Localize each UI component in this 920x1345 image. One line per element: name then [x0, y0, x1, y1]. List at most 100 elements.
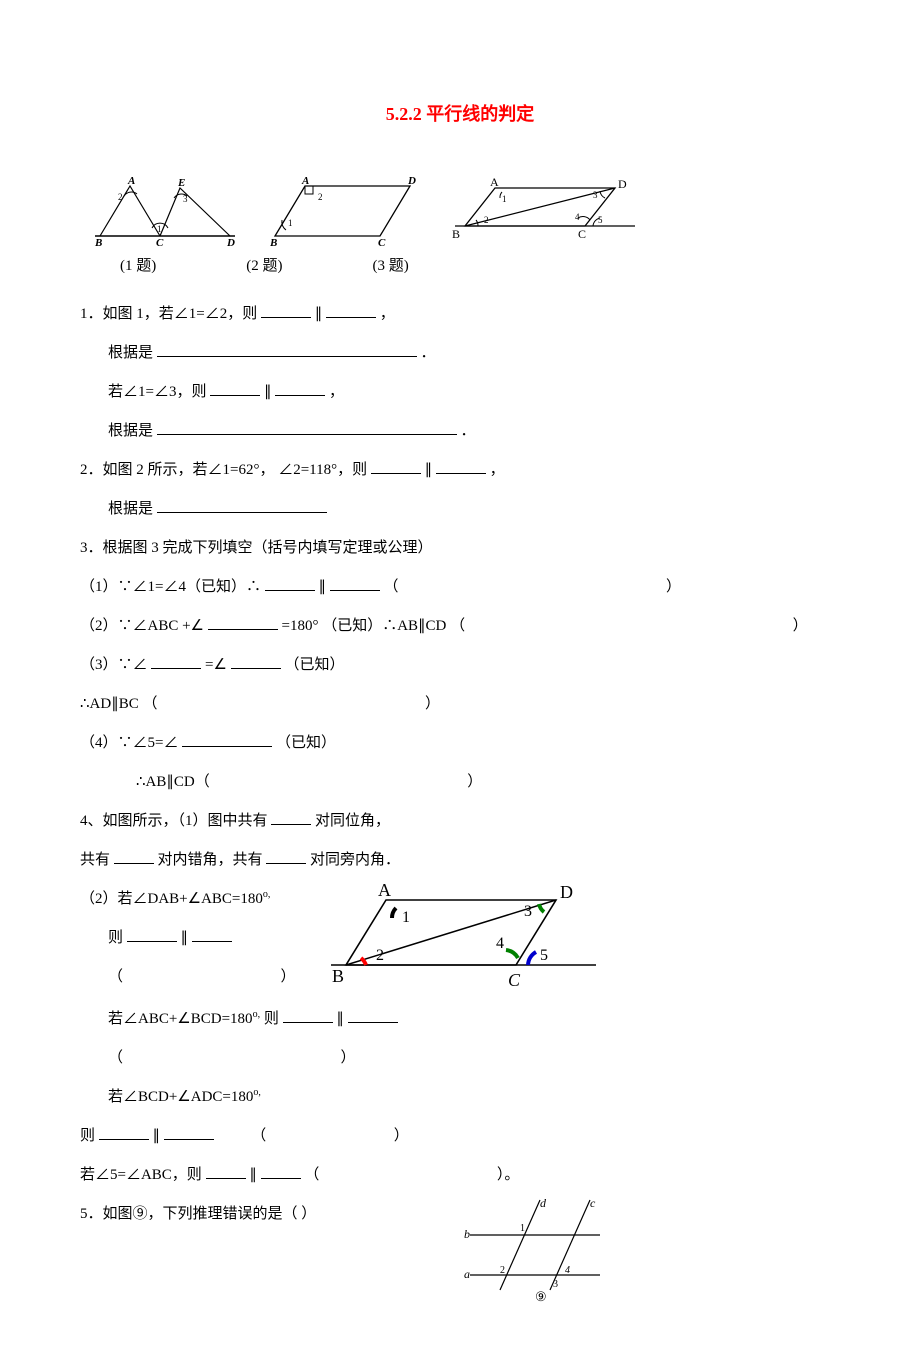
blank[interactable] — [206, 1164, 246, 1179]
caption-3: (3 题) — [373, 254, 409, 275]
blank[interactable] — [151, 654, 201, 669]
svg-text:C: C — [378, 237, 386, 246]
svg-text:1: 1 — [157, 224, 162, 234]
q4-p2b: 若∠ABC+∠BCD=180o, 则 ∥ — [108, 1000, 840, 1039]
q2-line1: 2．如图 2 所示，若∠1=62°， ∠2=118°，则 ∥ ， — [80, 451, 840, 490]
blank[interactable] — [99, 1125, 149, 1140]
q2-line2: 根据是 — [108, 490, 840, 529]
blank[interactable] — [210, 381, 260, 396]
caption-1: (1 题) — [120, 254, 156, 275]
svg-text:2: 2 — [500, 1265, 505, 1276]
svg-text:B: B — [452, 227, 460, 241]
blank[interactable] — [208, 615, 278, 630]
q4-p2-block: （2）若∠DAB+∠ABC=180o, 则 ∥ （ ） — [80, 880, 840, 1000]
blank[interactable] — [157, 342, 417, 357]
svg-text:3: 3 — [183, 194, 188, 204]
svg-text:2: 2 — [318, 192, 323, 202]
q1-line3: 若∠1=∠3，则 ∥ ， — [108, 373, 840, 412]
q5-text: 5．如图⑨，下列推理错误的是（ ） — [80, 1206, 316, 1222]
blank[interactable] — [157, 498, 327, 513]
svg-text:B: B — [94, 237, 102, 246]
caption-2: (2 题) — [246, 254, 282, 275]
q4-p2c: 若∠BCD+∠ADC=180o, — [108, 1078, 840, 1117]
svg-text:D: D — [560, 882, 573, 902]
figure-captions: (1 题) (2 题) (3 题) — [120, 254, 840, 275]
svg-text:b: b — [464, 1227, 470, 1241]
svg-text:3: 3 — [593, 190, 598, 200]
svg-text:2: 2 — [484, 215, 489, 225]
svg-text:B: B — [332, 966, 344, 986]
q4-p2b-paren: （ ） — [108, 1039, 840, 1078]
blank[interactable] — [436, 459, 486, 474]
svg-text:c: c — [590, 1196, 596, 1210]
q3-p1: （1）∵∠1=∠4（已知）∴ ∥ （ ） — [80, 568, 840, 607]
svg-text:4: 4 — [565, 1265, 570, 1276]
blank[interactable] — [330, 576, 380, 591]
svg-text:1: 1 — [502, 194, 507, 204]
svg-text:3: 3 — [553, 1279, 558, 1290]
svg-text:D: D — [407, 176, 416, 187]
q3: 3．根据图 3 完成下列填空（括号内填写定理或公理） （1）∵∠1=∠4（已知）… — [80, 529, 840, 802]
q4-line1: 4、如图所示，（1）图中共有 对同位角， — [80, 802, 840, 841]
blank[interactable] — [231, 654, 281, 669]
q1-line1: 1．如图 1，若∠1=∠2，则 ∥ ， — [80, 295, 840, 334]
figure-1: A E B C D 2 1 3 — [90, 176, 240, 246]
q1-line2: 根据是 ． — [108, 334, 840, 373]
q1-line4: 根据是 ． — [108, 412, 840, 451]
q4: 4、如图所示，（1）图中共有 对同位角， 共有 对内错角，共有 对同旁内角． （… — [80, 802, 840, 1195]
q1: 1．如图 1，若∠1=∠2，则 ∥ ， 根据是 ． 若∠1=∠3，则 ∥ ， 根… — [80, 295, 840, 451]
blank[interactable] — [192, 927, 232, 942]
q4-p2a: （2）若∠DAB+∠ABC=180o, — [80, 880, 296, 919]
figure-row: A E B C D 2 1 3 A D B C 2 1 — [90, 176, 840, 246]
q3-p4a: （4）∵∠5=∠ （已知） — [80, 724, 840, 763]
blank[interactable] — [127, 927, 177, 942]
figure-2: A D B C 2 1 — [270, 176, 420, 246]
q4-p2d: 若∠5=∠ABC，则 ∥ （ ）。 — [80, 1156, 840, 1195]
blank[interactable] — [114, 849, 154, 864]
svg-text:C: C — [508, 970, 521, 990]
q3-p3b: ∴AD∥BC （ ） — [80, 685, 840, 724]
blank[interactable] — [157, 420, 457, 435]
blank[interactable] — [371, 459, 421, 474]
blank[interactable] — [182, 732, 272, 747]
svg-text:3: 3 — [524, 903, 532, 920]
blank[interactable] — [265, 576, 315, 591]
blank[interactable] — [348, 1008, 398, 1023]
svg-text:1: 1 — [402, 909, 410, 926]
svg-text:A: A — [301, 176, 309, 187]
figure-4: A D B C 1 2 3 4 5 — [326, 880, 606, 1000]
page: 5.2.2 平行线的判定 A E B C D 2 1 3 A D — [0, 0, 920, 1345]
doc-title: 5.2.2 平行线的判定 — [80, 100, 840, 126]
svg-text:D: D — [618, 177, 627, 191]
blank[interactable] — [266, 849, 306, 864]
blank[interactable] — [164, 1125, 214, 1140]
svg-text:C: C — [156, 237, 164, 246]
blank[interactable] — [283, 1008, 333, 1023]
q3-p2: （2）∵∠ABC +∠ =180° （已知）∴AB∥CD （ ） — [80, 607, 840, 646]
svg-text:4: 4 — [575, 212, 580, 222]
svg-text:A: A — [490, 176, 499, 189]
svg-text:B: B — [270, 237, 277, 246]
q3-p3a: （3）∵∠ =∠ （已知） — [80, 646, 840, 685]
figure-3: A D B C 1 2 3 4 5 — [450, 176, 640, 246]
svg-text:5: 5 — [540, 947, 548, 964]
q4-p2paren: （ ） — [108, 958, 296, 997]
q4-p2c-then: 则 ∥ （ ） — [80, 1117, 840, 1156]
figure-5: a b c d 1 2 4 3 ⑨ — [450, 1195, 630, 1305]
svg-text:5: 5 — [598, 215, 603, 225]
blank[interactable] — [261, 303, 311, 318]
svg-text:2: 2 — [376, 947, 384, 964]
q5: 5．如图⑨，下列推理错误的是（ ） a b c d 1 2 4 3 ⑨ — [80, 1195, 840, 1305]
svg-text:d: d — [540, 1196, 547, 1210]
svg-text:1: 1 — [520, 1223, 525, 1234]
svg-text:a: a — [464, 1267, 470, 1281]
blank[interactable] — [326, 303, 376, 318]
q4-p2then: 则 ∥ — [108, 919, 296, 958]
q2: 2．如图 2 所示，若∠1=62°， ∠2=118°，则 ∥ ， 根据是 — [80, 451, 840, 529]
blank[interactable] — [261, 1164, 301, 1179]
svg-text:E: E — [177, 177, 185, 189]
q3-head: 3．根据图 3 完成下列填空（括号内填写定理或公理） — [80, 529, 840, 568]
svg-text:2: 2 — [118, 192, 123, 202]
blank[interactable] — [271, 810, 311, 825]
blank[interactable] — [275, 381, 325, 396]
